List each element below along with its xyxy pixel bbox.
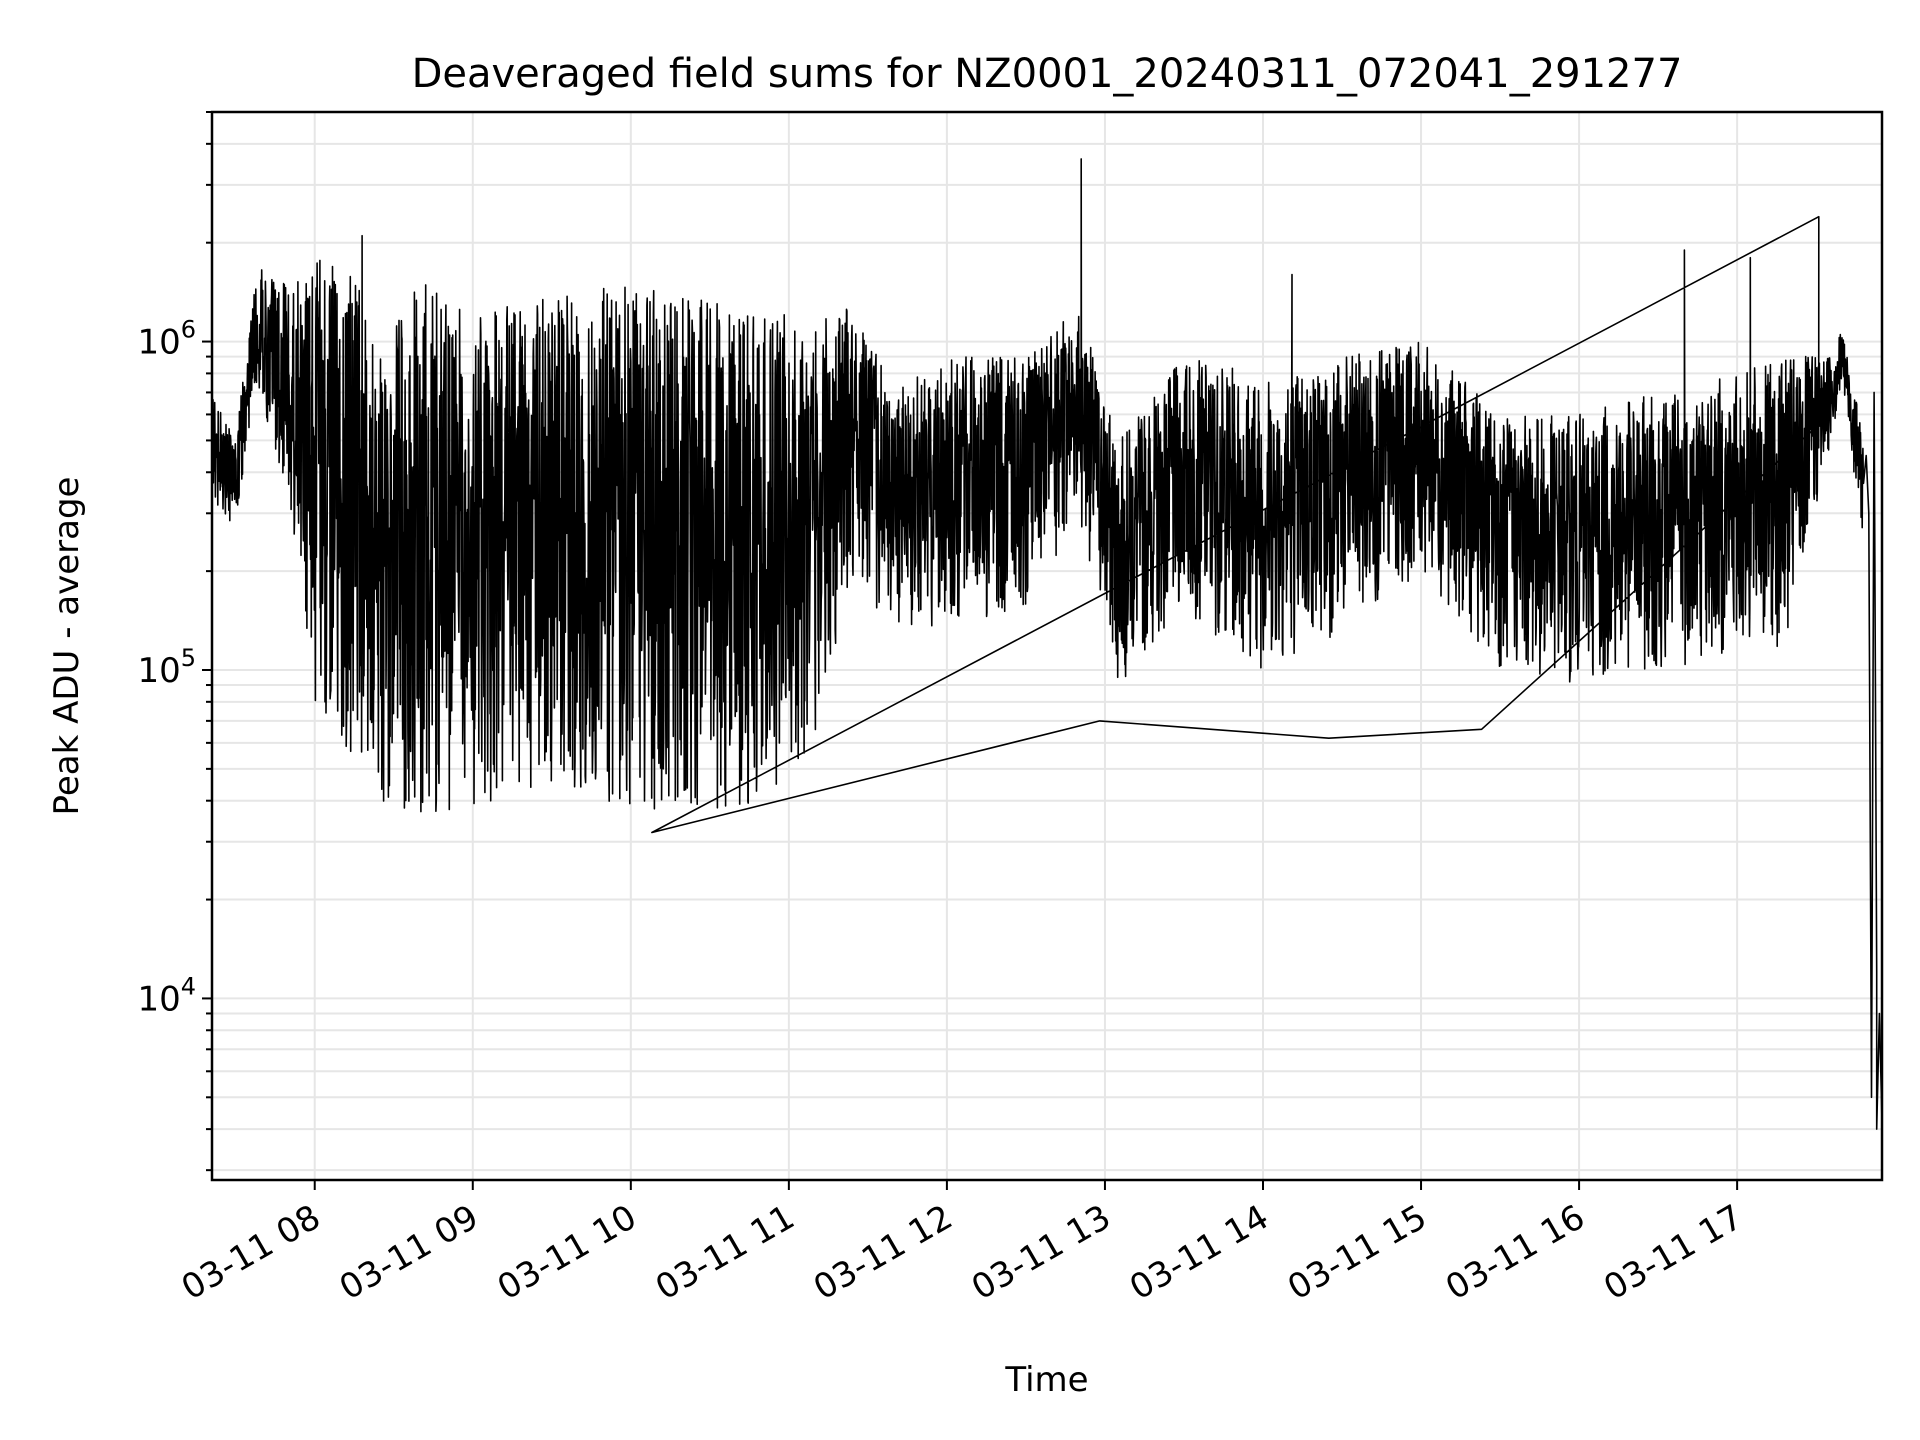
series-line (211, 158, 1883, 1130)
x-tick-label: 03-11 17 (1597, 1197, 1749, 1308)
x-tick-label: 03-11 13 (965, 1197, 1117, 1308)
x-tick-label: 03-11 08 (175, 1197, 327, 1308)
x-tick-label: 03-11 10 (491, 1197, 643, 1308)
y-tick-label: 106 (137, 316, 196, 363)
y-tick-base: 10 (137, 323, 180, 363)
y-axis-label: Peak ADU - average (47, 477, 87, 816)
plot-area (211, 158, 1883, 1130)
chart-title: Deaveraged field sums for NZ0001_2024031… (412, 51, 1683, 97)
x-tick-label: 03-11 16 (1439, 1197, 1591, 1308)
plot-frame (210, 110, 1884, 1182)
y-tick-label: 105 (137, 644, 196, 691)
y-tick-exp: 5 (181, 644, 196, 672)
x-axis: 03-11 08 03-11 09 03-11 10 03-11 11 03-11 12… (175, 1180, 1750, 1308)
y-tick-base: 10 (137, 979, 180, 1019)
x-tick-label: 03-11 14 (1123, 1197, 1275, 1308)
x-tick-label: 03-11 15 (1281, 1197, 1433, 1308)
y-tick-label: 104 (137, 972, 196, 1019)
x-tick-label: 03-11 09 (333, 1197, 485, 1308)
x-axis-label: Time (1004, 1360, 1088, 1400)
y-tick-exp: 6 (181, 316, 196, 344)
y-tick-exp: 4 (181, 972, 196, 1000)
y-tick-base: 10 (137, 651, 180, 691)
x-tick-label: 03-11 11 (649, 1197, 801, 1308)
x-tick-label: 03-11 12 (807, 1197, 959, 1308)
